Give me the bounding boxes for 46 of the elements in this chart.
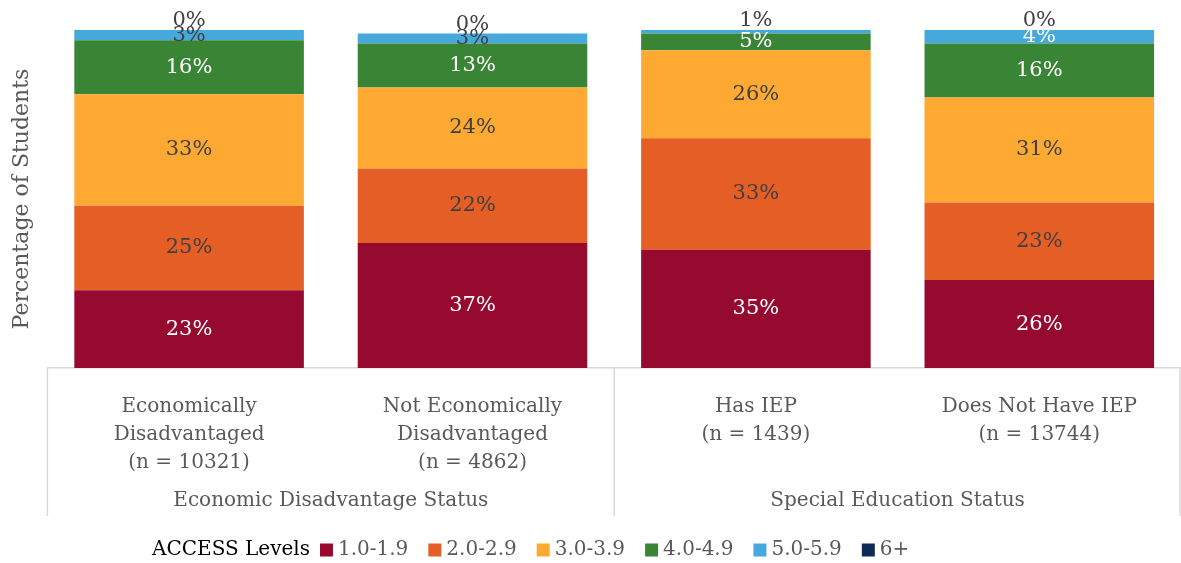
bar	[357, 168, 588, 243]
legend-label: 4.0-4.9	[663, 536, 734, 561]
x-tick-label: Does Not Have IEP (n = 13744)	[941, 393, 1137, 446]
legend-label: 6+	[879, 536, 910, 561]
data-label: 33%	[732, 180, 780, 205]
bar	[641, 50, 871, 139]
bar	[74, 40, 304, 95]
data-label: 25%	[165, 234, 213, 259]
data-label: 16%	[1015, 57, 1063, 82]
text: Economic Disadvantage Status	[173, 487, 489, 512]
data-label: 35%	[732, 295, 780, 320]
bar	[74, 205, 304, 291]
bar	[357, 43, 588, 88]
legend-title: ACCESS Levels	[151, 536, 310, 561]
bar	[924, 30, 1155, 44]
legend-label: 3.0-3.9	[554, 536, 626, 561]
x-tick-label: Not Economically Disadvantaged (n = 4862)	[382, 393, 563, 474]
data-label: 33%	[165, 136, 213, 161]
data-label: 23%	[165, 315, 213, 340]
data-label: 24%	[449, 114, 496, 139]
bar	[74, 94, 304, 206]
bar	[641, 249, 871, 368]
bar	[357, 87, 588, 169]
bar	[924, 280, 1155, 368]
legend-label: 5.0-5.9	[771, 536, 842, 561]
text: Special Education Status	[770, 487, 1025, 512]
legend-label: 2.0-2.9	[446, 536, 517, 561]
bar	[641, 33, 871, 51]
data-label: 22%	[449, 192, 496, 217]
bar	[357, 242, 588, 368]
bar	[924, 202, 1155, 281]
data-label: 23%	[1015, 227, 1063, 252]
data-label: 31%	[1015, 136, 1063, 161]
data-label: 26%	[732, 80, 780, 105]
bar	[924, 43, 1155, 98]
data-label: 26%	[1015, 310, 1063, 335]
bar	[74, 290, 304, 368]
legend-label: 1.0-1.9	[337, 536, 409, 561]
bar	[924, 97, 1155, 203]
x-tick-label: Economically Disadvantaged (n = 10321)	[113, 393, 265, 474]
data-label: 37%	[449, 291, 496, 316]
bar	[641, 138, 871, 250]
y-axis-title: Percentage of Students	[7, 68, 33, 330]
data-label: 13%	[449, 51, 496, 76]
data-label: 16%	[165, 53, 213, 78]
x-tick-label: Has IEP (n = 1439)	[701, 393, 811, 446]
